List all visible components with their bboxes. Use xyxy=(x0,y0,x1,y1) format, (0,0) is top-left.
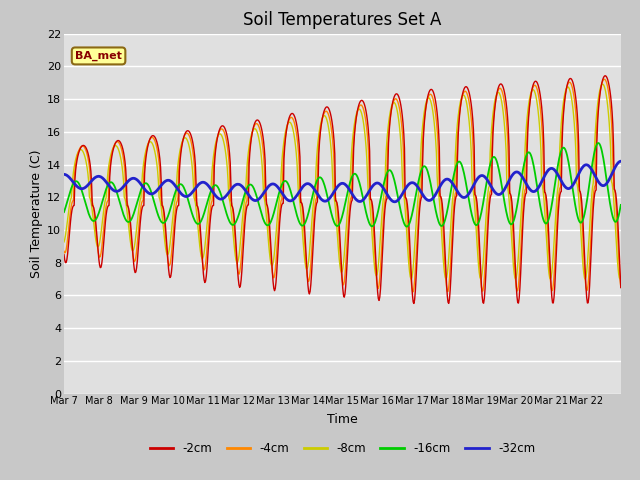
-16cm xyxy=(255,203,263,209)
Text: BA_met: BA_met xyxy=(75,51,122,61)
Line: -16cm: -16cm xyxy=(64,143,621,227)
X-axis label: Time: Time xyxy=(327,413,358,426)
-16cm xyxy=(400,219,408,225)
-32cm xyxy=(401,188,408,193)
-32cm xyxy=(276,188,284,193)
-2cm xyxy=(228,203,236,208)
-32cm xyxy=(60,171,68,177)
-16cm xyxy=(276,186,284,192)
-16cm xyxy=(432,207,440,213)
-2cm xyxy=(617,285,625,290)
-8cm xyxy=(60,239,68,245)
-8cm xyxy=(228,215,236,220)
-32cm xyxy=(255,196,263,202)
-2cm xyxy=(400,130,408,136)
Legend: -2cm, -4cm, -8cm, -16cm, -32cm: -2cm, -4cm, -8cm, -16cm, -32cm xyxy=(145,437,540,460)
-4cm xyxy=(125,215,133,220)
-32cm xyxy=(432,192,440,197)
-8cm xyxy=(617,274,625,279)
-16cm xyxy=(595,140,602,146)
-4cm xyxy=(228,201,236,206)
-4cm xyxy=(255,125,263,131)
-8cm xyxy=(599,81,607,87)
-2cm xyxy=(432,99,440,105)
-32cm xyxy=(125,177,133,183)
Line: -2cm: -2cm xyxy=(64,76,621,303)
-8cm xyxy=(400,192,408,197)
-4cm xyxy=(432,111,440,117)
-32cm xyxy=(617,158,625,164)
-4cm xyxy=(617,284,625,290)
-2cm xyxy=(276,212,284,217)
-32cm xyxy=(228,186,236,192)
-2cm xyxy=(255,119,263,125)
Y-axis label: Soil Temperature (C): Soil Temperature (C) xyxy=(30,149,43,278)
Title: Soil Temperatures Set A: Soil Temperatures Set A xyxy=(243,11,442,29)
-16cm xyxy=(228,222,236,228)
Line: -4cm: -4cm xyxy=(64,79,621,292)
-16cm xyxy=(617,202,625,208)
-8cm xyxy=(125,230,133,236)
-32cm xyxy=(390,199,398,204)
-2cm xyxy=(60,252,68,258)
-4cm xyxy=(60,248,68,254)
-8cm xyxy=(255,138,263,144)
-4cm xyxy=(600,76,608,82)
-8cm xyxy=(276,192,284,198)
-4cm xyxy=(276,202,284,208)
-2cm xyxy=(125,209,133,215)
-16cm xyxy=(125,219,133,225)
-2cm xyxy=(602,73,609,79)
Line: -8cm: -8cm xyxy=(64,84,621,279)
-8cm xyxy=(431,128,439,133)
-8cm xyxy=(512,276,520,282)
-16cm xyxy=(60,209,68,215)
Line: -32cm: -32cm xyxy=(64,161,621,202)
-4cm xyxy=(410,289,417,295)
-16cm xyxy=(403,224,410,229)
-2cm xyxy=(410,300,418,306)
-4cm xyxy=(400,156,408,162)
